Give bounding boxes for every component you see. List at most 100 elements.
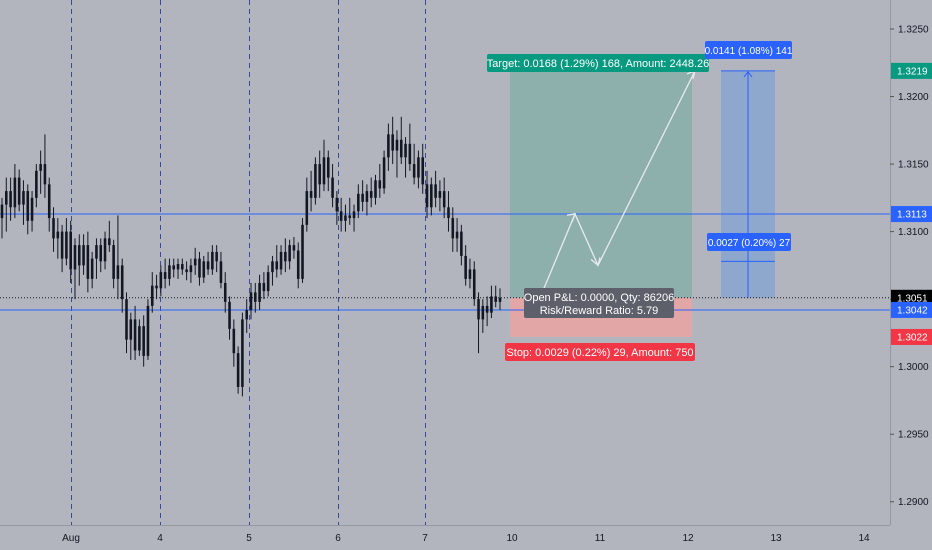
candle-body [108, 238, 111, 246]
candle [477, 292, 480, 354]
candle-body [77, 245, 81, 266]
candle-body [344, 215, 347, 221]
candle [434, 170, 437, 208]
price-axis-badge[interactable]: 1.3219 [891, 62, 932, 79]
candle [348, 197, 352, 225]
price-axis-badge[interactable]: 1.3042 [891, 301, 932, 318]
measure-mid-label-text: 0.0027 (0.20%) 27 [708, 238, 791, 249]
target-label: Target: 0.0168 (1.29%) 168, Amount: 2448… [487, 54, 709, 72]
candle-body [275, 261, 279, 270]
candle [326, 150, 330, 192]
candle [430, 177, 433, 216]
candle [60, 224, 64, 273]
candle [357, 184, 360, 219]
date-tick-label: 13 [770, 533, 782, 544]
price-axis-badge-box [891, 328, 932, 345]
candle [90, 251, 94, 289]
candle-body [322, 157, 326, 185]
date-tick-label: 14 [858, 533, 870, 544]
price-axis-badge-text: 1.3113 [897, 210, 927, 221]
price-axis-badge-text: 1.3022 [897, 332, 928, 343]
candle [296, 242, 300, 289]
candle-body [288, 245, 291, 262]
candle [86, 231, 90, 293]
candle [99, 238, 103, 273]
candle [292, 237, 296, 259]
candle-body [168, 265, 171, 279]
candle-body [125, 299, 128, 340]
candle-body [309, 191, 313, 198]
candle [22, 180, 25, 225]
price-axis-badge[interactable]: 1.3022 [891, 328, 932, 345]
candle-body [412, 164, 416, 178]
candle [159, 265, 163, 297]
candle-body [296, 250, 300, 279]
candle-body [52, 218, 55, 239]
candle-body [13, 177, 17, 208]
time-axis[interactable]: Aug 4 5 6 7 10 11 12 13 14 [0, 525, 932, 550]
candle-body [241, 319, 244, 387]
candle-body [271, 261, 274, 273]
candle-body [399, 139, 403, 158]
candle-body [60, 231, 64, 259]
candle-body [65, 231, 68, 259]
date-tick-label: 11 [595, 533, 606, 544]
price-axis[interactable]: 1.32501.32001.31501.31001.30501.30001.29… [890, 0, 932, 550]
candle-body [206, 261, 210, 270]
candle-body [82, 245, 85, 266]
candle-body [0, 204, 4, 219]
candle [43, 134, 47, 198]
candle [142, 315, 145, 367]
candle-body [73, 245, 77, 270]
price-axis-badge[interactable]: 1.3113 [891, 206, 932, 223]
candle-body [357, 193, 360, 212]
candle [9, 177, 12, 221]
candle-body [481, 305, 485, 320]
price-axis-badge[interactable]: 1.3051 [891, 289, 932, 306]
candle-body [408, 143, 412, 165]
candle-body [498, 297, 502, 302]
candle-body [185, 269, 188, 273]
projection-arrow-mid-icon [566, 213, 576, 223]
candle-body [490, 296, 493, 313]
candle [498, 288, 502, 310]
candle-body [99, 245, 103, 262]
candle-body [56, 231, 60, 239]
candlestick-series [0, 116, 502, 397]
candle-body [477, 299, 480, 320]
candle-body [455, 231, 459, 239]
candle [82, 234, 85, 275]
candle-body [447, 207, 450, 219]
candle-body [142, 326, 145, 356]
candle [275, 245, 279, 278]
candle-body [211, 251, 214, 270]
candle-body [223, 282, 227, 302]
candle [284, 238, 287, 273]
candle-body [494, 296, 497, 302]
candle [47, 177, 51, 232]
candle [464, 245, 467, 286]
candle [258, 274, 261, 310]
projection-turn-icon [590, 257, 601, 267]
candle [301, 218, 304, 283]
candle-body [9, 191, 12, 208]
projection-path-line[interactable] [539, 70, 696, 299]
candle-body [90, 258, 94, 279]
pnl-box: Open P&L: 0.0000, Qty: 86206Risk/Reward … [524, 288, 674, 318]
candle [168, 258, 171, 286]
candle [485, 296, 489, 327]
candle-body [189, 265, 193, 273]
candle [172, 258, 176, 278]
price-axis-badge-box [891, 289, 932, 306]
candle-body [35, 170, 38, 198]
candle [309, 170, 313, 212]
candle-body [262, 282, 266, 292]
candle [146, 299, 150, 360]
candle-body [417, 157, 420, 178]
candle [30, 191, 34, 232]
candle-body [485, 305, 489, 313]
candle-body [150, 285, 154, 306]
candle [451, 207, 455, 252]
